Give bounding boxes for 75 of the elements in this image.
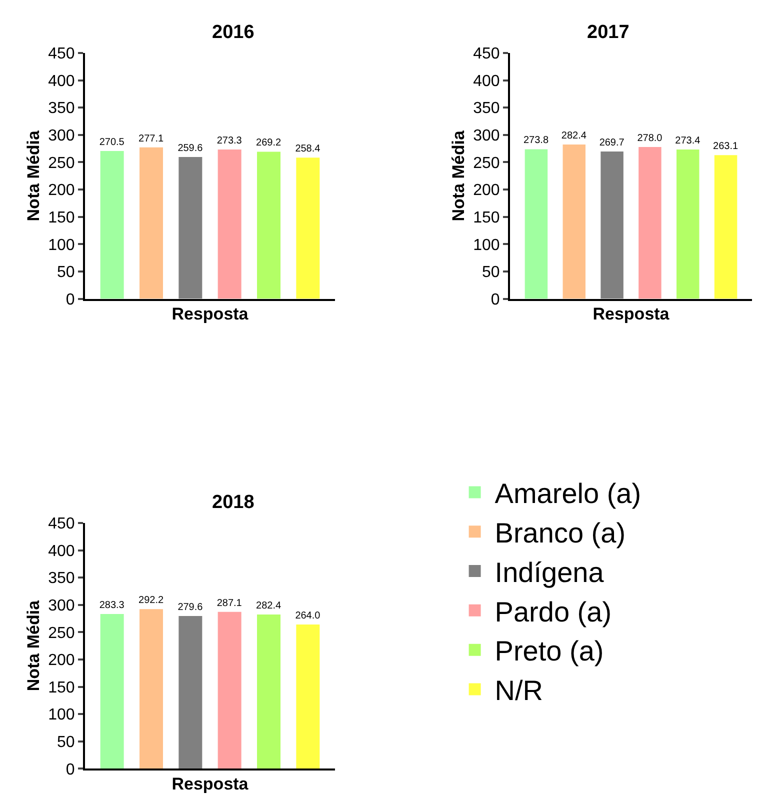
- bar: [140, 147, 163, 299]
- legend-label: Preto (a): [494, 636, 604, 667]
- chart-title: 2018: [212, 492, 254, 513]
- y-tick-label: 200: [473, 182, 500, 200]
- y-tick-label: 200: [48, 182, 75, 200]
- data-label: 269.2: [256, 138, 282, 149]
- bar: [296, 158, 320, 299]
- y-tick-label: 300: [48, 128, 75, 145]
- bar: [218, 150, 242, 299]
- y-tick-label: 350: [48, 100, 75, 118]
- y-tick-label: 450: [48, 516, 75, 533]
- bar: [638, 146, 662, 299]
- y-tick-label: 100: [473, 236, 500, 254]
- data-label: 273.4: [675, 135, 701, 146]
- y-tick-label: 100: [48, 236, 75, 254]
- data-label: 282.4: [561, 130, 587, 142]
- data-label: 278.0: [637, 132, 663, 144]
- legend-label: N/R: [494, 675, 544, 706]
- y-tick-label: 50: [482, 264, 500, 282]
- y-tick-label: 100: [48, 706, 75, 724]
- y-tick-label: 400: [48, 542, 75, 560]
- y-tick-label: 350: [473, 100, 500, 118]
- y-tick-label: 50: [57, 264, 75, 282]
- bar: [178, 156, 202, 299]
- bar: [600, 151, 624, 299]
- y-tick-label: 300: [473, 128, 500, 145]
- y-axis-title: Nota Média: [24, 600, 44, 692]
- legend-label: Pardo (a): [494, 596, 612, 628]
- y-tick-label: 450: [48, 46, 75, 63]
- y-axis-title: Nota Média: [24, 130, 44, 222]
- bar: [676, 149, 700, 299]
- data-label: 292.2: [138, 595, 164, 606]
- data-label: 258.4: [295, 144, 321, 155]
- data-label: 264.0: [295, 610, 321, 622]
- data-label: 282.4: [256, 600, 282, 612]
- legend-label: Branco (a): [494, 518, 626, 549]
- y-axis-title: Nota Média: [449, 130, 468, 222]
- y-tick-label: 400: [473, 72, 500, 90]
- y-tick-label: 0: [490, 291, 500, 308]
- legend-label: Indígena: [494, 556, 604, 588]
- y-tick-label: 400: [48, 72, 75, 90]
- data-label: 269.7: [599, 137, 625, 148]
- y-tick-label: 150: [48, 209, 75, 226]
- y-tick-label: 300: [48, 597, 75, 614]
- data-label: 277.1: [138, 133, 164, 144]
- bar: [257, 152, 280, 299]
- y-tick-label: 200: [48, 652, 75, 670]
- bar: [714, 155, 738, 299]
- data-label: 273.3: [216, 136, 242, 147]
- chart-title: 2016: [212, 22, 254, 43]
- y-tick-label: 0: [66, 291, 75, 308]
- x-axis-title: Resposta: [172, 304, 249, 324]
- bar: [100, 151, 124, 299]
- y-tick-label: 250: [48, 624, 75, 642]
- y-tick-label: 150: [473, 209, 500, 226]
- y-tick-label: 150: [48, 679, 75, 696]
- data-label: 287.1: [216, 598, 242, 609]
- y-tick-label: 350: [48, 570, 75, 588]
- x-axis-title: Resposta: [592, 304, 670, 324]
- data-label: 263.1: [713, 141, 739, 152]
- data-label: 283.3: [99, 600, 125, 611]
- y-tick-label: 250: [473, 154, 500, 172]
- y-tick-label: 0: [66, 761, 75, 778]
- y-tick-label: 250: [48, 154, 75, 172]
- data-label: 273.8: [523, 135, 549, 146]
- chart-title: 2017: [587, 22, 630, 43]
- x-axis-title: Resposta: [172, 774, 249, 794]
- y-tick-label: 50: [57, 734, 75, 751]
- data-label: 279.6: [178, 602, 204, 614]
- data-label: 259.6: [178, 142, 204, 154]
- y-tick-label: 450: [473, 46, 500, 63]
- legend-label: Amarelo (a): [494, 478, 642, 510]
- data-label: 270.5: [99, 137, 125, 148]
- bar: [524, 149, 548, 299]
- bar: [562, 144, 586, 299]
